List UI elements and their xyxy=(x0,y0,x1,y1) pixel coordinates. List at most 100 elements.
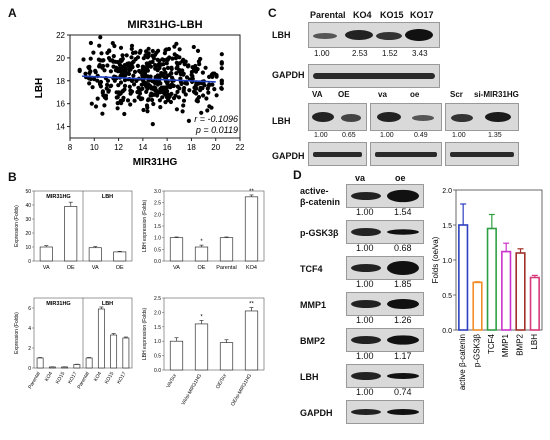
d-row-label-1: p-GSK3β xyxy=(300,228,339,238)
c-header-ko4: KO4 xyxy=(353,10,372,20)
scatter-point xyxy=(111,54,116,59)
d-value-oe-1: 0.68 xyxy=(394,243,412,253)
x-tick-label: active β-catenin xyxy=(458,334,467,390)
y-tick-label: 30 xyxy=(25,217,31,223)
d-header-va: va xyxy=(355,173,366,183)
scatter-point xyxy=(108,58,113,63)
x-tick-label: VA/si-MIR31HG xyxy=(180,373,203,407)
scatter-r-annotation: r = -0.1096 xyxy=(194,114,238,124)
scatter-point xyxy=(139,82,144,87)
scatter-y-tick-label: 18 xyxy=(56,77,65,86)
bar xyxy=(219,342,234,371)
scatter-point xyxy=(158,86,163,92)
scatter-point xyxy=(100,111,105,116)
d-value-va-1: 1.00 xyxy=(356,243,374,253)
scatter-point xyxy=(117,62,122,67)
bar xyxy=(88,247,102,262)
d-value-oe-4: 1.17 xyxy=(394,351,412,361)
scatter-point xyxy=(130,64,135,69)
d-blot-band-0 xyxy=(346,184,424,208)
scatter-trendline xyxy=(82,75,216,83)
scatter-point xyxy=(106,88,111,93)
x-tick-label: KO15 xyxy=(104,371,116,385)
scatter-point xyxy=(164,47,169,52)
y-tick-label: 4 xyxy=(28,326,31,332)
y-tick-label: 0 xyxy=(28,259,31,265)
panel-label-d: D xyxy=(293,168,302,182)
bar xyxy=(458,224,469,331)
y-tick-label: 40 xyxy=(25,203,31,209)
bar xyxy=(39,246,53,262)
d-blot-band-6 xyxy=(346,400,424,424)
d-row-label-6: GAPDH xyxy=(300,408,333,418)
scatter-point xyxy=(193,83,198,88)
scatter-point xyxy=(219,66,224,71)
group-label-1: MIR31HG xyxy=(46,301,70,307)
scatter-point xyxy=(165,65,171,70)
bar xyxy=(515,252,526,331)
scatter-point xyxy=(150,97,155,103)
scatter-point xyxy=(203,65,208,70)
c-header-oe-2: oe xyxy=(410,90,420,99)
scatter-p-annotation: p = 0.0119 xyxy=(195,125,238,135)
bar xyxy=(97,308,105,369)
scatter-point xyxy=(100,65,105,70)
scatter-point xyxy=(128,67,133,72)
scatter-point xyxy=(77,68,82,74)
scatter-point xyxy=(124,53,129,58)
bar xyxy=(64,206,78,262)
scatter-point xyxy=(122,78,128,83)
y-axis-label: Expression (Folds) xyxy=(14,312,20,354)
scatter-point xyxy=(100,89,105,94)
scatter-point xyxy=(205,86,210,91)
x-tick-label: VA/Scr xyxy=(165,373,178,389)
x-tick-label: KO4 xyxy=(93,371,103,383)
y-axis-label: Folds (oe/va) xyxy=(431,236,440,283)
scatter-point xyxy=(177,47,182,52)
scatter-point xyxy=(163,92,168,97)
scatter-point xyxy=(186,118,191,123)
group-label-2: LBH xyxy=(102,194,113,200)
bar xyxy=(194,246,209,262)
scatter-point xyxy=(153,81,158,86)
d-value-oe-3: 1.26 xyxy=(394,315,412,325)
y-tick-label: 0.0 xyxy=(154,368,161,374)
y-tick-label: 1.0 xyxy=(154,339,161,345)
x-tick-label: OE xyxy=(198,265,206,271)
x-tick-label: KO4 xyxy=(246,265,257,271)
scatter-point xyxy=(141,107,146,113)
y-tick-label: 1.0 xyxy=(442,258,452,265)
scatter-point xyxy=(195,48,201,54)
scatter-point xyxy=(144,49,149,54)
d-band-va xyxy=(351,372,381,380)
x-tick-label: VA xyxy=(43,265,50,271)
scatter-point xyxy=(165,79,170,84)
scatter-point xyxy=(174,71,179,76)
c-bottom-value-2: 0.65 xyxy=(342,132,356,139)
scatter-point xyxy=(141,73,146,78)
scatter-point xyxy=(219,52,224,57)
scatter-point xyxy=(97,81,103,86)
scatter-point xyxy=(92,77,97,82)
d-row-label-5: LBH xyxy=(300,372,319,382)
scatter-point xyxy=(169,71,174,76)
x-tick-label: MMP1 xyxy=(501,333,510,357)
scatter-point xyxy=(156,90,161,95)
x-tick-label: OE/Scr xyxy=(215,373,228,390)
scatter-point xyxy=(177,55,182,60)
significance-mark: * xyxy=(200,314,203,320)
scatter-point xyxy=(163,85,168,90)
scatter-point xyxy=(145,68,150,73)
d-row-label-3: MMP1 xyxy=(300,300,327,310)
bar xyxy=(219,237,234,262)
scatter-point xyxy=(201,93,206,98)
scatter-point xyxy=(165,73,170,78)
scatter-point xyxy=(150,48,155,54)
d-band-va xyxy=(351,336,381,344)
scatter-x-ticks: 8 10 12 14 16 18 20 22 xyxy=(68,138,245,152)
x-tick-label: OE xyxy=(67,265,75,271)
scatter-point xyxy=(132,98,137,103)
y-tick-label: 2.0 xyxy=(154,212,161,218)
scatter-point xyxy=(181,103,186,108)
scatter-point xyxy=(189,72,194,77)
